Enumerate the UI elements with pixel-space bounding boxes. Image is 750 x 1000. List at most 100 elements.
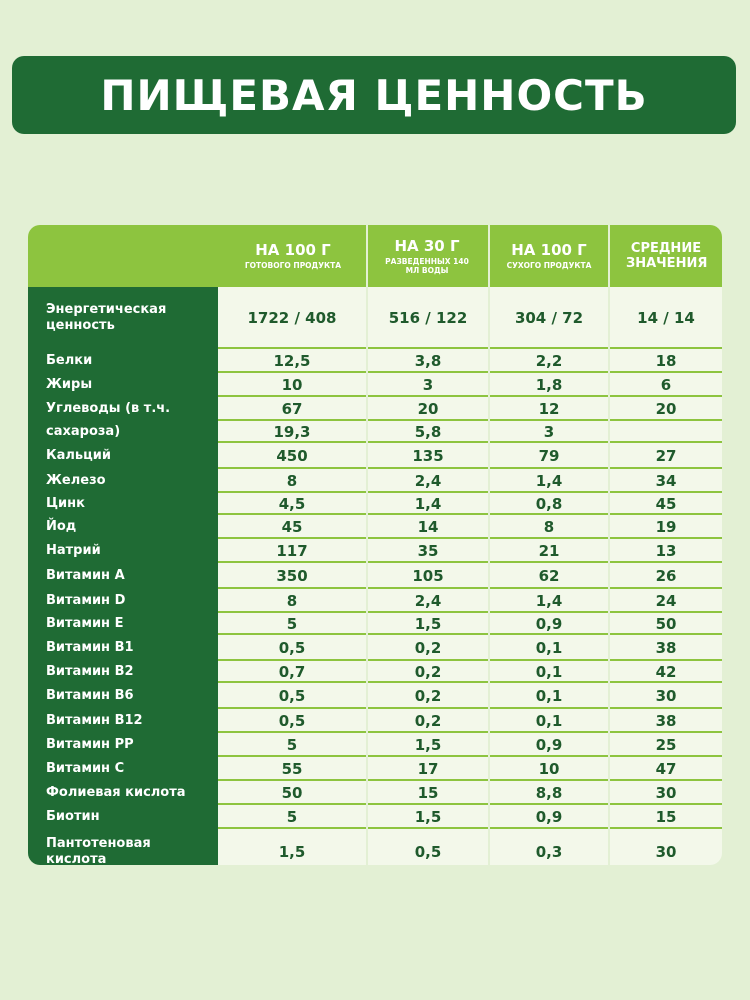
value-cell: 21: [538, 542, 560, 560]
column-header-dry: НА 100 Г СУХОГО ПРОДУКТА: [490, 225, 608, 287]
value-cell: 5: [286, 736, 298, 754]
value-cell: 15: [417, 784, 439, 802]
table-row: Железо 8 2,4 1,4 34: [28, 469, 722, 493]
value-cell: 50: [281, 784, 303, 802]
value-cell: 18: [655, 352, 677, 370]
value-cell: 45: [655, 495, 677, 513]
column-header-main: НА 100 Г: [511, 241, 587, 259]
row-divider: [218, 561, 722, 563]
value-cell: 0,2: [414, 687, 442, 705]
row-divider: [218, 537, 722, 539]
value-cell: 450: [276, 447, 308, 465]
value-cell: 0,2: [414, 639, 442, 657]
value-cell: 6: [660, 376, 672, 394]
value-cell: 0,2: [414, 712, 442, 730]
row-label: Витамин B6: [46, 688, 134, 703]
row-label: Витамин C: [46, 761, 125, 776]
row-divider: [218, 779, 722, 781]
value-cell: 67: [281, 400, 303, 418]
value-cell: 1,5: [414, 808, 442, 826]
column-divider: [488, 225, 490, 865]
table-row: Кальций 450 135 79 27: [28, 443, 722, 469]
row-label: Кальций: [46, 448, 111, 463]
row-divider: [218, 513, 722, 515]
value-cell: 0,9: [535, 736, 563, 754]
title-banner: ПИЩЕВАЯ ЦЕННОСТЬ: [12, 56, 736, 134]
value-cell: 0,5: [278, 687, 306, 705]
value-cell: 50: [655, 615, 677, 633]
row-label: Углеводы (в т.ч.: [46, 401, 171, 416]
value-cell: 10: [281, 376, 303, 394]
value-cell: 62: [538, 567, 560, 585]
column-header-main: НА 100 Г: [255, 241, 331, 259]
row-divider: [218, 633, 722, 635]
value-cell: 1,4: [414, 495, 442, 513]
table-row: Пантотеновая кислота 1,5 0,5 0,3 30: [28, 829, 722, 865]
value-cell: 30: [655, 843, 677, 861]
value-cell: 3: [543, 423, 555, 441]
table-row: Йод 45 14 8 19: [28, 515, 722, 539]
value-cell: 42: [655, 663, 677, 681]
row-divider: [218, 803, 722, 805]
row-label: Витамин B2: [46, 664, 134, 679]
row-divider: [218, 681, 722, 683]
label-column: [28, 287, 218, 865]
column-header-sub: ГОТОВОГО ПРОДУКТА: [244, 261, 342, 270]
table-row: Витамин B2 0,7 0,2 0,1 42: [28, 661, 722, 683]
value-cell: 1722 / 408: [247, 309, 337, 327]
column-header-main: СРЕДНИЕ ЗНАЧЕНИЯ: [626, 241, 708, 271]
value-cell: 19,3: [273, 423, 311, 441]
value-cell: 0,1: [535, 712, 563, 730]
table-row: Жиры 10 3 1,8 6: [28, 373, 722, 397]
value-cell: 3: [422, 376, 434, 394]
value-cell: 0,8: [535, 495, 563, 513]
row-label: Витамин E: [46, 616, 124, 631]
nutrition-table: НА 100 Г ГОТОВОГО ПРОДУКТА НА 30 Г РАЗВЕ…: [28, 225, 722, 865]
value-cell: 0,1: [535, 687, 563, 705]
value-cell: 19: [655, 518, 677, 536]
row-divider: [218, 441, 722, 443]
table-header: [28, 225, 722, 287]
value-cell: 27: [655, 447, 677, 465]
value-cell: 1,5: [414, 736, 442, 754]
table-row: Фолиевая кислота 50 15 8,8 30: [28, 781, 722, 805]
value-cell: 1,5: [414, 615, 442, 633]
table-row: Натрий 117 35 21 13: [28, 539, 722, 563]
table-row: Энергетическая ценность 1722 / 408 516 / 1…: [28, 287, 722, 349]
value-cell: 3,8: [414, 352, 442, 370]
value-cell: 12: [538, 400, 560, 418]
value-cell: 135: [412, 447, 444, 465]
table-row: Витамин B1 0,5 0,2 0,1 38: [28, 635, 722, 661]
column-header-sub: РАЗВЕДЕННЫХ 140 МЛ ВОДЫ: [385, 256, 469, 275]
value-cell: 14: [417, 518, 439, 536]
value-cell: 5: [286, 808, 298, 826]
value-cell: 30: [655, 784, 677, 802]
table-row: Витамин B12 0,5 0,2 0,1 38: [28, 709, 722, 733]
value-cell: 47: [655, 760, 677, 778]
value-cell: 8: [543, 518, 555, 536]
row-divider: [218, 347, 722, 349]
value-cell: 0,7: [278, 663, 306, 681]
value-cell: 516 / 122: [388, 309, 468, 327]
row-label: Железо: [46, 473, 106, 488]
row-label: Жиры: [46, 377, 93, 392]
row-label: Энергетическая ценность: [46, 302, 167, 333]
row-label: Витамин B12: [46, 713, 143, 728]
table-row: Углеводы (в т.ч. 67 20 12 20: [28, 397, 722, 421]
value-cell: 0,1: [535, 639, 563, 657]
column-header-prepared: НА 100 Г ГОТОВОГО ПРОДУКТА: [218, 225, 368, 287]
row-divider: [218, 371, 722, 373]
value-cell: 350: [276, 567, 308, 585]
value-cell: 5: [286, 615, 298, 633]
row-divider: [218, 611, 722, 613]
value-cell: 17: [417, 760, 439, 778]
value-cell: 13: [655, 542, 677, 560]
value-cell: 20: [417, 400, 439, 418]
table-row: сахароза) 19,3 5,8 3: [28, 421, 722, 443]
table-row: Витамин C 55 17 10 47: [28, 757, 722, 781]
table-row: Витамин E 5 1,5 0,9 50: [28, 613, 722, 635]
value-cell: 5,8: [414, 423, 442, 441]
row-divider: [218, 419, 722, 421]
value-cell: 24: [655, 592, 677, 610]
column-divider: [366, 225, 368, 865]
